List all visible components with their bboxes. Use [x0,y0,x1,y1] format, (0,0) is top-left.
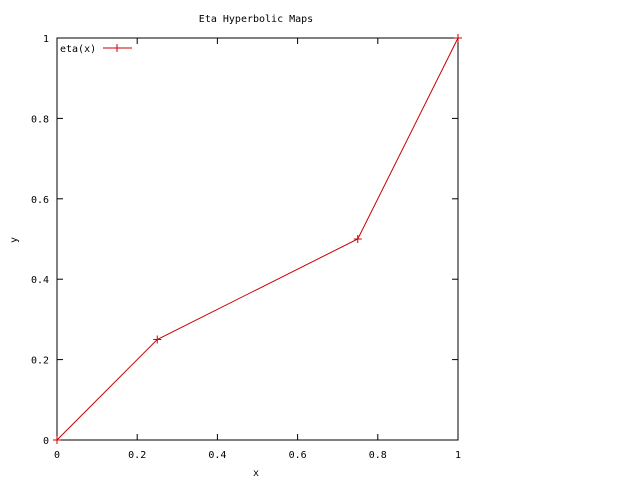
y-axis-label: y [9,237,20,243]
series-layer [53,34,462,444]
data-point [353,235,362,243]
x-axis-ticks: 0 0.2 0.4 0.6 0.8 1 [54,38,461,461]
data-point [454,34,462,42]
legend-label: eta(x) [60,44,96,55]
chart-title: Eta Hyperbolic Maps [199,14,313,25]
y-tick-label: 0.2 [31,356,49,367]
y-tick-label: 0.8 [31,114,49,125]
legend: eta(x) [60,44,132,55]
data-point [53,436,61,444]
x-tick-label: 0.8 [369,450,387,461]
legend-sample [103,44,132,52]
y-tick-label: 0 [43,436,49,447]
y-axis-ticks: 0 0.2 0.4 0.6 0.8 1 [31,34,458,447]
x-tick-label: 0 [54,450,60,461]
x-tick-label: 0.4 [208,450,226,461]
y-tick-label: 1 [43,34,49,45]
data-point [153,335,162,344]
series-line [56,37,459,441]
y-tick-label: 0.6 [31,195,49,206]
y-tick-label: 0.4 [31,275,49,286]
x-axis-label: x [253,468,259,479]
x-tick-label: 0.2 [128,450,146,461]
x-tick-label: 1 [455,450,461,461]
x-tick-label: 0.6 [289,450,307,461]
plot-frame [56,37,459,441]
